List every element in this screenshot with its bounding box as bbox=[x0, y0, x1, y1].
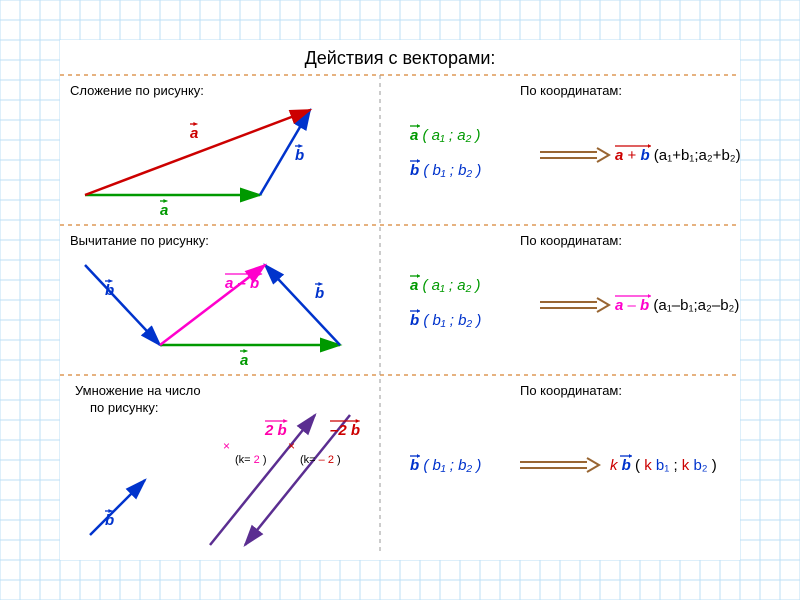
mul-label-b: b bbox=[105, 509, 114, 529]
svg-text:a – b (a₁–b₁;a₂–b₂): a – b (a₁–b₁;a₂–b₂) bbox=[615, 297, 739, 314]
add-label-b: b bbox=[295, 144, 304, 164]
formula-mul-b: b ( b₁ ; b₂ ) bbox=[410, 454, 481, 474]
formula-add-b: b ( b₁ ; b₂ ) bbox=[410, 159, 481, 179]
svg-text:a: a bbox=[190, 125, 198, 142]
mul-label-neg2b: –2 b bbox=[330, 419, 360, 439]
svg-text:–2 b: –2 b bbox=[330, 422, 360, 439]
mul-k-pos: (k= 2 ) bbox=[235, 454, 267, 466]
formula-sub-a: a ( a₁ ; a₂ ) bbox=[410, 274, 480, 294]
heading-mul-left-1: Умножение на число bbox=[75, 383, 201, 398]
main-diagram: Действия с векторами: Сложение по рисунку… bbox=[60, 40, 740, 560]
sub-label-a: a bbox=[240, 349, 248, 369]
sub-vec-b1 bbox=[85, 265, 160, 345]
svg-text:b ( b₁ ; b₂ ): b ( b₁ ; b₂ ) bbox=[410, 162, 481, 179]
cross-icon: × bbox=[288, 439, 295, 453]
formula-mul-result: k b ( k b₁ ; k b₂ ) bbox=[610, 454, 717, 474]
sub-vec-b2 bbox=[265, 265, 340, 345]
svg-text:a ( a₁ ; a₂ ): a ( a₁ ; a₂ ) bbox=[410, 277, 480, 294]
formula-sub-result: a – b (a₁–b₁;a₂–b₂) bbox=[615, 294, 739, 314]
heading-mul-left-2: по рисунку: bbox=[90, 400, 159, 415]
heading-add-left: Сложение по рисунку: bbox=[70, 83, 204, 98]
formula-sub-b: b ( b₁ ; b₂ ) bbox=[410, 309, 481, 329]
main-title: Действия с векторами: bbox=[305, 48, 496, 68]
svg-text:a: a bbox=[240, 352, 248, 369]
svg-text:a + b (a₁+b₁;a₂+b₂): a + b (a₁+b₁;a₂+b₂) bbox=[615, 147, 740, 164]
svg-text:b: b bbox=[105, 512, 114, 529]
svg-text:b: b bbox=[295, 147, 304, 164]
formula-add-result: a + b (a₁+b₁;a₂+b₂) bbox=[615, 144, 740, 164]
svg-text:2 b: 2 b bbox=[264, 422, 287, 439]
cross-icon: × bbox=[223, 439, 230, 453]
sub-label-b2: b bbox=[315, 282, 324, 302]
formula-add-a: a ( a₁ ; a₂ ) bbox=[410, 124, 480, 144]
heading-mul-right: По координатам: bbox=[520, 383, 622, 398]
add-label-a-red: a bbox=[190, 122, 198, 142]
arrow-mul bbox=[520, 458, 599, 472]
mul-k-neg: (k= – 2 ) bbox=[300, 454, 341, 466]
svg-text:a ( a₁ ; a₂ ): a ( a₁ ; a₂ ) bbox=[410, 127, 480, 144]
mul-vec-b bbox=[90, 480, 145, 535]
arrow-sub bbox=[540, 298, 609, 312]
svg-text:b: b bbox=[315, 285, 324, 302]
sub-label-b1: b bbox=[105, 279, 114, 299]
svg-text:b ( b₁ ; b₂ ): b ( b₁ ; b₂ ) bbox=[410, 312, 481, 329]
svg-text:a – b: a – b bbox=[225, 275, 259, 292]
mul-vec-2b bbox=[210, 415, 315, 545]
content-panel: Действия с векторами: Сложение по рисунку… bbox=[60, 40, 740, 560]
svg-text:b ( b₁ ; b₂ ): b ( b₁ ; b₂ ) bbox=[410, 457, 481, 474]
svg-text:b: b bbox=[105, 282, 114, 299]
add-vec-a-red bbox=[85, 110, 310, 195]
add-label-a-green: a bbox=[160, 199, 168, 219]
heading-add-right: По координатам: bbox=[520, 83, 622, 98]
heading-sub-left: Вычитание по рисунку: bbox=[70, 233, 209, 248]
mul-label-2b: 2 b bbox=[264, 419, 287, 439]
svg-text:a: a bbox=[160, 202, 168, 219]
heading-sub-right: По координатам: bbox=[520, 233, 622, 248]
arrow-add bbox=[540, 148, 609, 162]
sub-label-amb: a – b bbox=[225, 272, 262, 292]
svg-text:k b ( k b₁ ; k b₂ ): k b ( k b₁ ; k b₂ ) bbox=[610, 457, 717, 474]
